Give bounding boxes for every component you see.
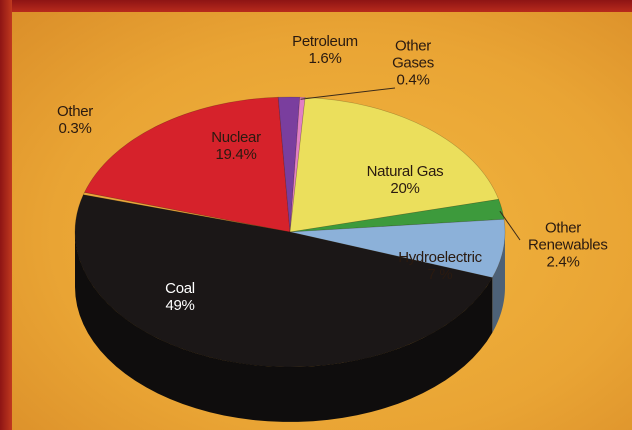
slice-label: Other Gases 0.4% xyxy=(378,38,448,89)
value-label: 0.3% xyxy=(58,120,92,137)
slice-label: Other Renewables 2.4% xyxy=(528,219,608,271)
value-label: 0.4% xyxy=(396,71,430,89)
category-label: Other Renewables xyxy=(528,219,608,254)
value-label: 7 % xyxy=(427,266,453,283)
category-label: Coal xyxy=(165,280,195,297)
slice-label: Petroleum 1.6% xyxy=(292,33,358,67)
slice-label: Natural Gas 20% xyxy=(367,163,444,197)
slice xyxy=(84,96,291,233)
frame xyxy=(0,0,632,12)
category-label: Other xyxy=(56,103,94,120)
slice-label: Nuclear 19.4% xyxy=(211,129,261,163)
category-label: Other Gases xyxy=(392,37,434,72)
slice-side xyxy=(492,232,505,333)
value-label: 19.4% xyxy=(215,146,257,163)
category-label: Petroleum xyxy=(292,33,358,50)
slice xyxy=(289,97,500,233)
value-label: 20% xyxy=(390,180,420,197)
slice-label: Coal 49% xyxy=(165,280,195,314)
slice xyxy=(289,198,505,233)
category-label: Natural Gas xyxy=(366,163,444,180)
slice xyxy=(277,96,301,233)
category-label: Hydroelectric xyxy=(398,249,482,266)
slice-side xyxy=(75,232,493,422)
category-label: Nuclear xyxy=(211,129,261,146)
slice xyxy=(289,96,306,233)
value-label: 49% xyxy=(165,297,195,314)
slice xyxy=(289,218,506,279)
leader-line xyxy=(499,210,521,241)
slice xyxy=(74,194,493,368)
value-label: 1.6% xyxy=(308,50,342,67)
frame xyxy=(0,0,12,430)
slice-label: Other 0.3% xyxy=(57,103,93,137)
slice xyxy=(82,192,291,233)
value-label: 2.4% xyxy=(546,253,580,271)
leader-line xyxy=(300,87,396,100)
slice-label: Hydroelectric 7 % xyxy=(398,249,482,283)
